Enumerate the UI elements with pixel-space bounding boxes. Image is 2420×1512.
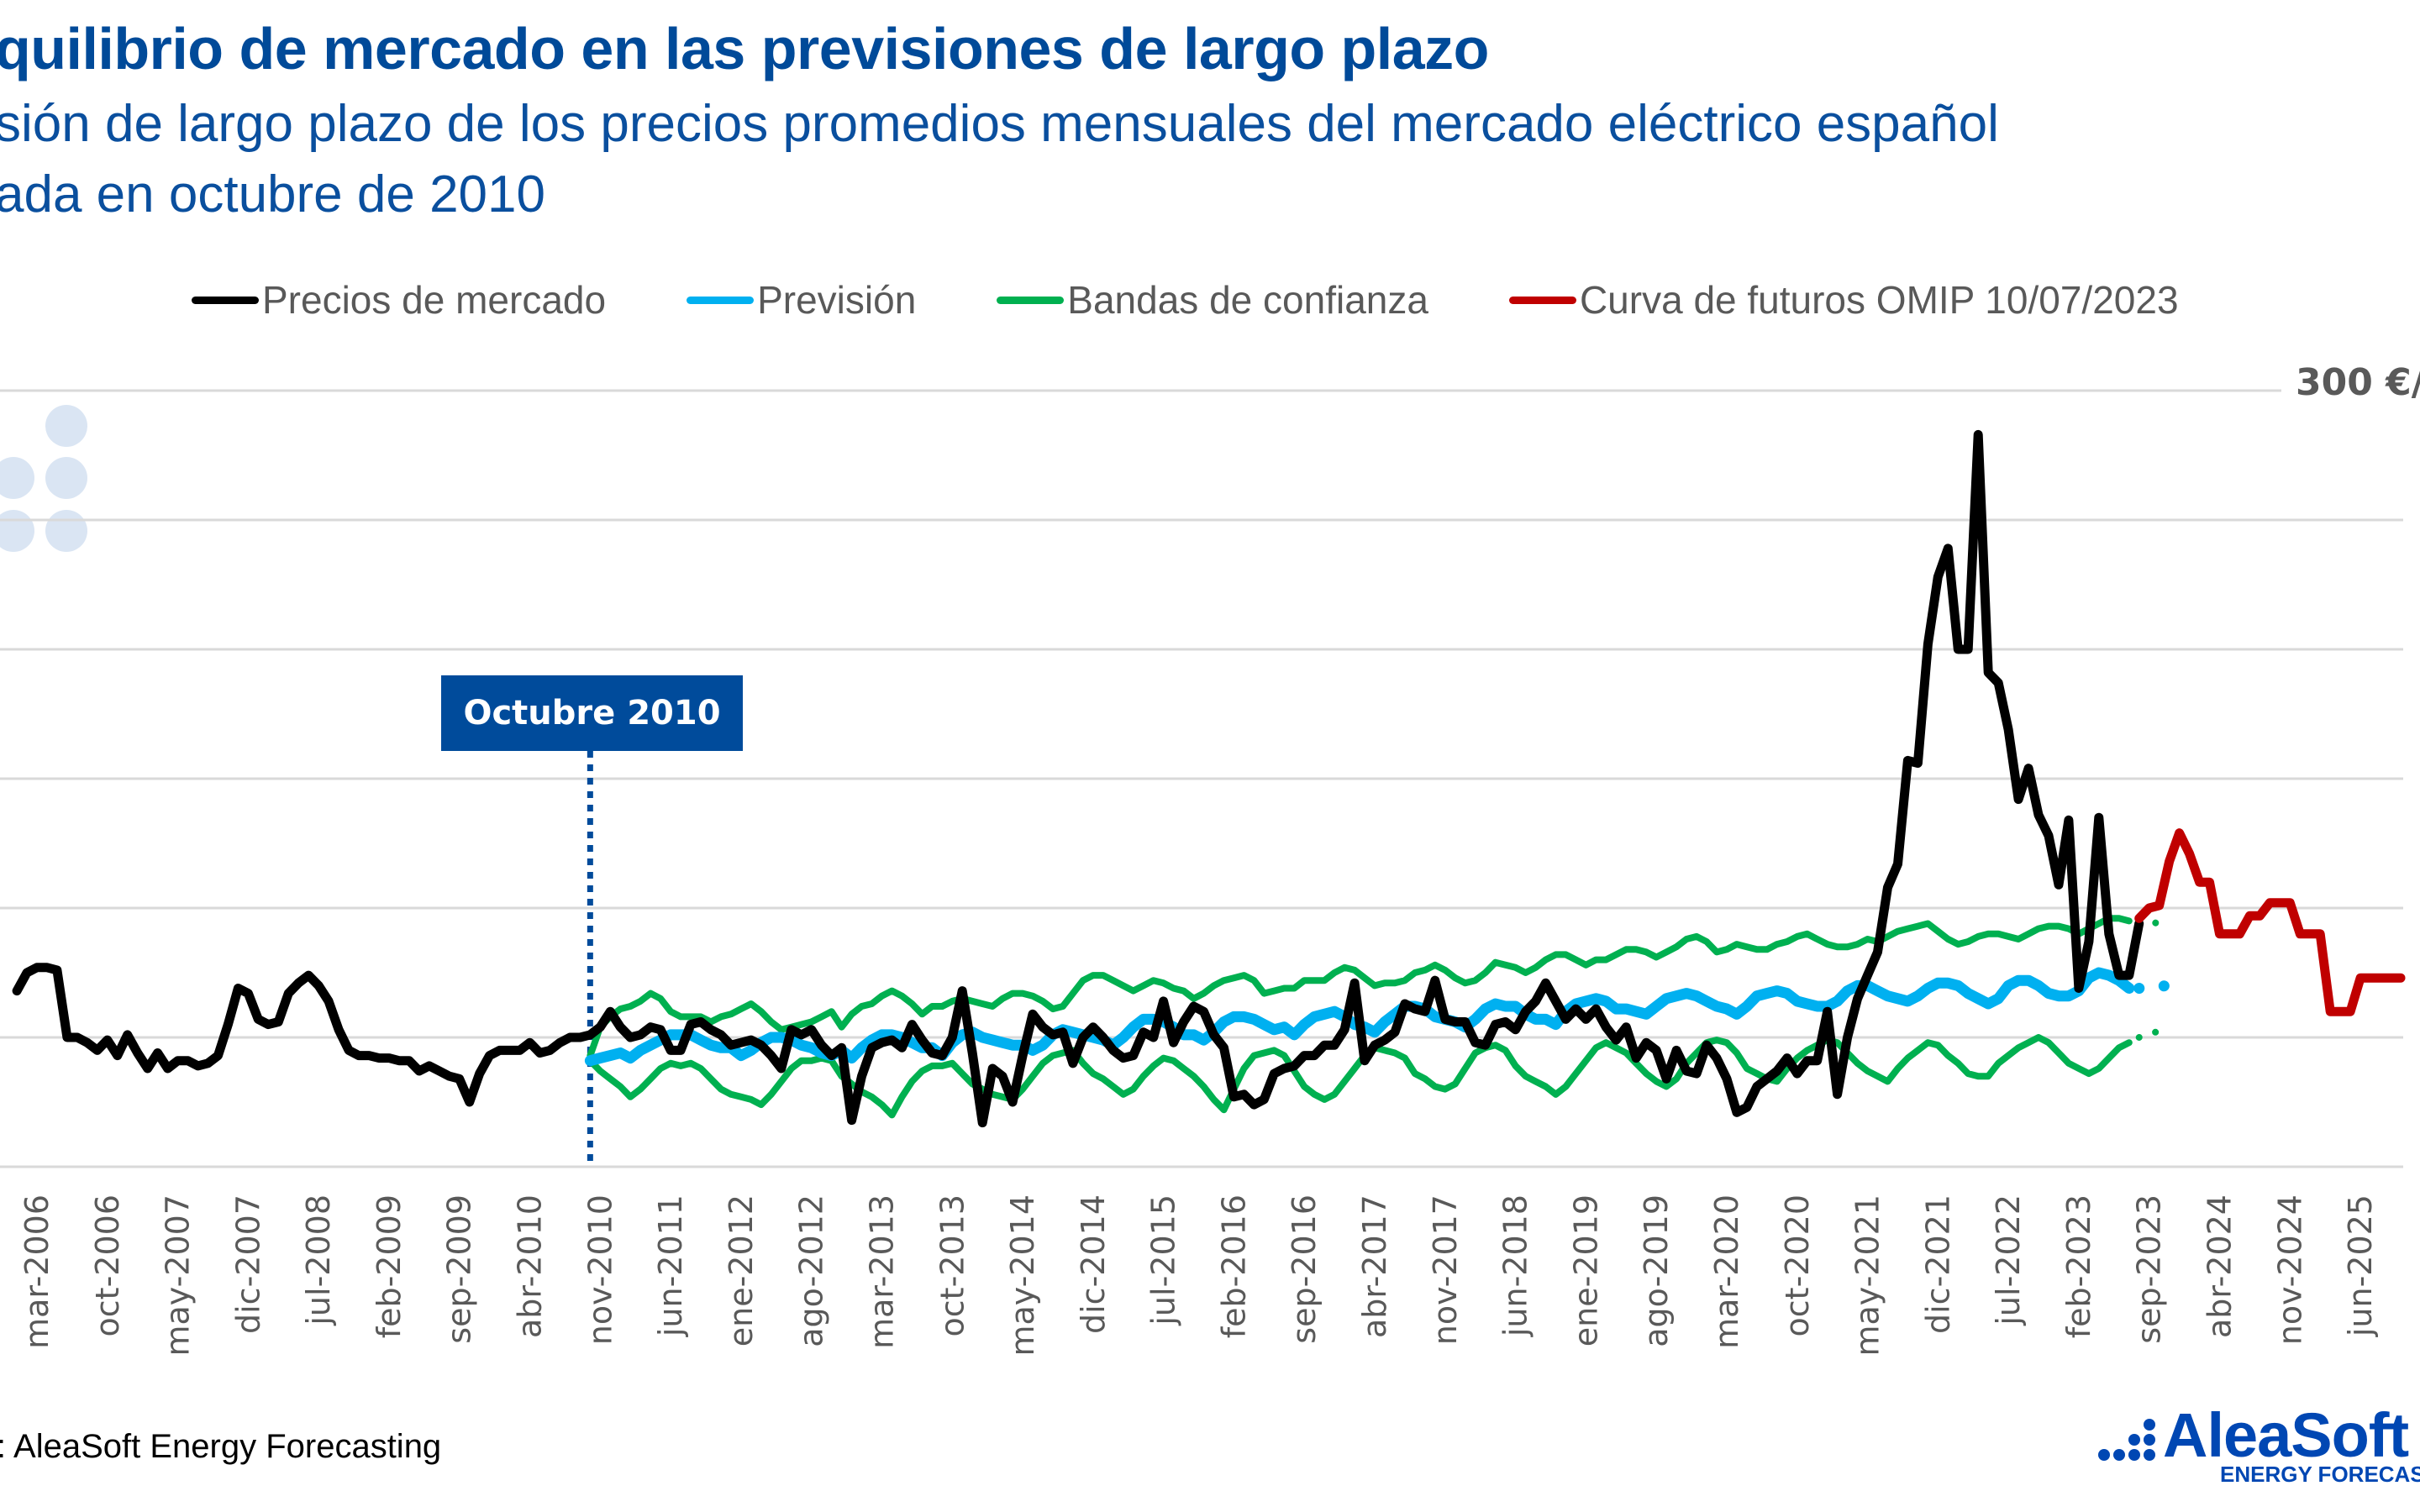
legend-swatch-green xyxy=(997,296,1065,304)
x-tick-label: dic-2021 xyxy=(1919,1194,1956,1334)
deco-dot xyxy=(45,457,87,499)
legend-swatch-black xyxy=(192,296,259,304)
x-tick-label: jun-2025 xyxy=(2342,1194,2379,1337)
x-tick-label: ene-2019 xyxy=(1567,1194,1604,1347)
legend-item-confidence-bands: Bandas de confianza xyxy=(997,277,1428,323)
series-line-dotted-previsi-n xyxy=(2133,974,2175,1000)
series-line-dotted-bandas-de-confianza-inferior xyxy=(2135,1028,2173,1041)
x-tick-label: abr-2010 xyxy=(512,1194,549,1338)
x-tick-label: sep-2023 xyxy=(2131,1194,2168,1344)
logo-tagline: ENERGY FORECAST xyxy=(2220,1462,2420,1487)
source-note: : AleaSoft Energy Forecasting xyxy=(0,1428,442,1465)
x-tick-label: ago-2019 xyxy=(1638,1194,1675,1347)
x-tick-label: mar-2013 xyxy=(864,1194,901,1349)
deco-dot xyxy=(45,405,87,447)
aleasoft-logo: AleaSoft ENERGY FORECAST xyxy=(2097,1400,2420,1494)
x-tick-label: may-2007 xyxy=(160,1194,197,1357)
x-tick-label: mar-2020 xyxy=(1708,1194,1745,1349)
x-tick-label: jun-2018 xyxy=(1497,1194,1534,1337)
x-tick-label: sep-2016 xyxy=(1286,1194,1323,1344)
chart-legend: Precios de mercado Previsión Bandas de c… xyxy=(192,277,2260,323)
x-tick-label: may-2021 xyxy=(1849,1194,1886,1357)
logo-wordmark: AleaSoft xyxy=(2163,1400,2409,1470)
y-axis-max-label: 300 €/ xyxy=(2296,361,2420,404)
series-line-curva-de-futuros-omip-10-07-2023 xyxy=(2134,828,2406,1016)
x-tick-label: nov-2024 xyxy=(2271,1194,2308,1345)
x-tick-label: nov-2017 xyxy=(1427,1194,1464,1345)
legend-label: Bandas de confianza xyxy=(1067,278,1428,322)
october-2010-annotation: Octubre 2010 xyxy=(441,675,743,751)
series-line-precios-de-mercado xyxy=(12,429,2144,1128)
x-tick-label: jul-2022 xyxy=(1990,1194,2027,1326)
legend-item-forecast: Previsión xyxy=(687,277,916,323)
x-tick-label: jul-2015 xyxy=(1145,1194,1182,1326)
x-tick-label: dic-2014 xyxy=(1075,1194,1112,1334)
x-tick-label: oct-2020 xyxy=(1779,1194,1816,1336)
legend-item-omip-futures: Curva de futuros OMIP 10/07/2023 xyxy=(1508,277,2179,323)
x-tick-label: mar-2006 xyxy=(18,1194,55,1349)
x-tick-label: may-2014 xyxy=(1004,1194,1041,1357)
legend-label: Previsión xyxy=(757,278,917,322)
x-tick-label: nov-2010 xyxy=(581,1194,618,1345)
gridlines xyxy=(0,389,2403,1168)
legend-item-market-prices: Precios de mercado xyxy=(192,277,606,323)
deco-dot xyxy=(0,457,34,499)
legend-swatch-blue xyxy=(687,296,755,304)
x-tick-label: ago-2012 xyxy=(793,1194,830,1347)
x-tick-label: abr-2017 xyxy=(1356,1194,1393,1338)
x-tick-label: feb-2023 xyxy=(2060,1194,2097,1338)
deco-dot xyxy=(0,510,34,552)
chart-title: quilibrio de mercado en las previsiones … xyxy=(0,16,1489,81)
x-tick-label: dic-2007 xyxy=(229,1194,266,1334)
chart-subtitle-line1: sión de largo plazo de los precios prome… xyxy=(0,95,1999,153)
x-tick-label: jun-2011 xyxy=(652,1194,689,1337)
x-tick-label: feb-2016 xyxy=(1215,1194,1252,1338)
decorative-dots-icon xyxy=(0,405,87,552)
legend-swatch-red xyxy=(1508,296,1576,304)
x-tick-label: ene-2012 xyxy=(723,1194,760,1347)
logo-dots-icon xyxy=(2098,1419,2155,1461)
legend-label: Curva de futuros OMIP 10/07/2023 xyxy=(1579,278,2179,322)
series-line-dotted-bandas-de-confianza-superior xyxy=(2135,910,2173,930)
x-tick-label: feb-2009 xyxy=(371,1194,408,1338)
series-group xyxy=(12,429,2406,1128)
x-tick-label: abr-2024 xyxy=(2202,1194,2238,1338)
legend-label: Precios de mercado xyxy=(262,278,607,322)
x-tick-label: oct-2006 xyxy=(89,1194,126,1336)
x-tick-label: jul-2008 xyxy=(300,1194,337,1326)
series-line-bandas-de-confianza-superior xyxy=(587,915,2133,1059)
x-tick-label: sep-2009 xyxy=(441,1194,478,1344)
deco-dot xyxy=(45,510,87,552)
x-tick-label: oct-2013 xyxy=(934,1194,971,1336)
chart-subtitle-line2: ada en octubre de 2010 xyxy=(0,165,545,223)
x-axis-tick-labels: mar-2006 oct-2006 may-2007 dic-2007 jul-2008… xyxy=(18,1194,2379,1357)
